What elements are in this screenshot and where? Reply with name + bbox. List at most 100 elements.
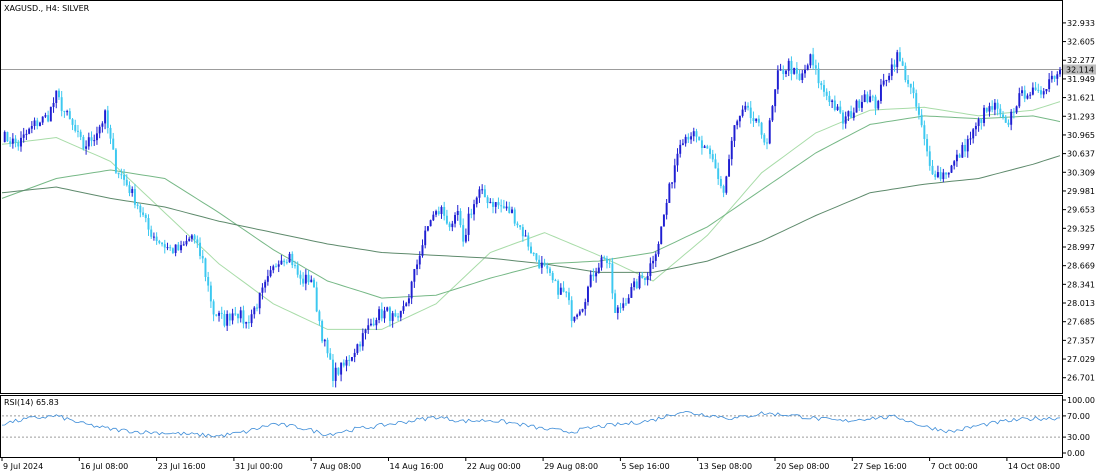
candle-body — [817, 68, 820, 84]
candle-body — [312, 279, 315, 288]
candle — [133, 183, 136, 209]
candle — [1050, 70, 1053, 83]
candle-body — [728, 159, 731, 177]
candle — [445, 209, 448, 225]
candle — [95, 126, 98, 145]
candle-body — [264, 281, 267, 288]
candle-body — [397, 316, 400, 318]
candle-body — [996, 102, 999, 109]
candle — [196, 235, 199, 248]
candle-body — [554, 280, 557, 282]
candle — [250, 309, 253, 328]
candle-body — [492, 201, 494, 207]
candle-body — [1010, 111, 1013, 125]
candle-body — [540, 262, 543, 268]
candle-body — [280, 260, 283, 265]
candle-body — [128, 185, 131, 194]
candle-body — [847, 111, 850, 117]
candle-body — [426, 226, 429, 231]
candle — [660, 226, 663, 245]
candle — [671, 182, 674, 189]
price-axis[interactable]: 32.933 32.605 32.277 31.949 31.621 31.293 30.9… — [1062, 19, 1096, 383]
main-price-panel[interactable]: XAGUSD., H4: SILVER — [0, 0, 1063, 394]
candle-body — [725, 176, 728, 193]
candle-body — [475, 197, 478, 205]
candle-body — [437, 211, 440, 215]
candle — [549, 266, 551, 276]
candle — [9, 136, 12, 147]
candle-body — [649, 263, 652, 277]
candle-body — [947, 172, 950, 175]
rsi-tick-label: 70.00 — [1067, 412, 1090, 421]
candle — [752, 111, 755, 128]
candle — [212, 299, 215, 322]
candle-body — [36, 120, 39, 126]
candle — [999, 104, 1002, 118]
candle-body — [532, 252, 535, 254]
candle — [182, 241, 185, 246]
candle — [801, 69, 804, 84]
candle — [559, 283, 562, 295]
candle-body — [250, 314, 253, 324]
candle — [524, 229, 527, 237]
candle-body — [681, 143, 684, 145]
price-tick-label: 30.309 — [1067, 168, 1095, 177]
candle — [538, 255, 541, 270]
candle — [261, 283, 264, 300]
candle — [760, 121, 763, 139]
candle — [364, 328, 367, 340]
candle — [193, 234, 196, 244]
candle-body — [188, 238, 191, 241]
candle-body — [855, 100, 858, 113]
candle — [508, 201, 511, 214]
candle-body — [413, 269, 416, 282]
candle — [1029, 91, 1032, 99]
candle-body — [630, 287, 633, 298]
candle — [275, 263, 277, 268]
candle-body — [337, 367, 340, 375]
candle — [964, 138, 967, 158]
candle-body — [505, 206, 508, 209]
candle-body — [983, 107, 986, 123]
candle — [874, 94, 877, 116]
candle-body — [288, 253, 291, 263]
candle — [467, 207, 470, 242]
candle-body — [483, 189, 486, 198]
candle-body — [375, 320, 378, 326]
candle — [898, 47, 901, 62]
candle — [700, 135, 703, 155]
candle — [907, 75, 910, 88]
candle — [6, 131, 9, 142]
candle-body — [991, 106, 994, 110]
moving-average-line-2 — [1, 115, 1061, 299]
candle-body — [424, 230, 427, 246]
candle — [869, 89, 872, 103]
time-axis[interactable]: 9 Jul 2024 16 Jul 08:00 23 Jul 16:00 31 Jul… — [1, 457, 1060, 471]
rsi-panel[interactable]: RSI(14) 65.83 — [0, 395, 1063, 458]
candle-body — [388, 307, 391, 321]
candle-body — [440, 206, 443, 215]
candle — [641, 272, 644, 279]
price-tick-label: 28.669 — [1067, 262, 1095, 271]
candle-body — [207, 276, 210, 286]
candle — [201, 250, 204, 264]
candle-body — [20, 137, 22, 147]
candle-body — [885, 80, 888, 82]
candle-body — [565, 291, 568, 293]
candle — [855, 99, 858, 113]
candle-body — [695, 131, 698, 137]
candle — [711, 149, 714, 163]
candle — [578, 309, 581, 317]
moving-averages — [1, 101, 1061, 330]
candle — [690, 132, 693, 144]
candle-body — [1023, 90, 1026, 99]
time-tick-label: 7 Aug 08:00 — [312, 462, 361, 471]
moving-average-line-3 — [1, 155, 1061, 273]
candle-body — [546, 265, 549, 269]
candle-body — [841, 112, 844, 124]
candle-body — [386, 307, 389, 311]
candle-body — [538, 259, 541, 268]
candle-body — [407, 298, 410, 304]
candle — [161, 242, 164, 247]
